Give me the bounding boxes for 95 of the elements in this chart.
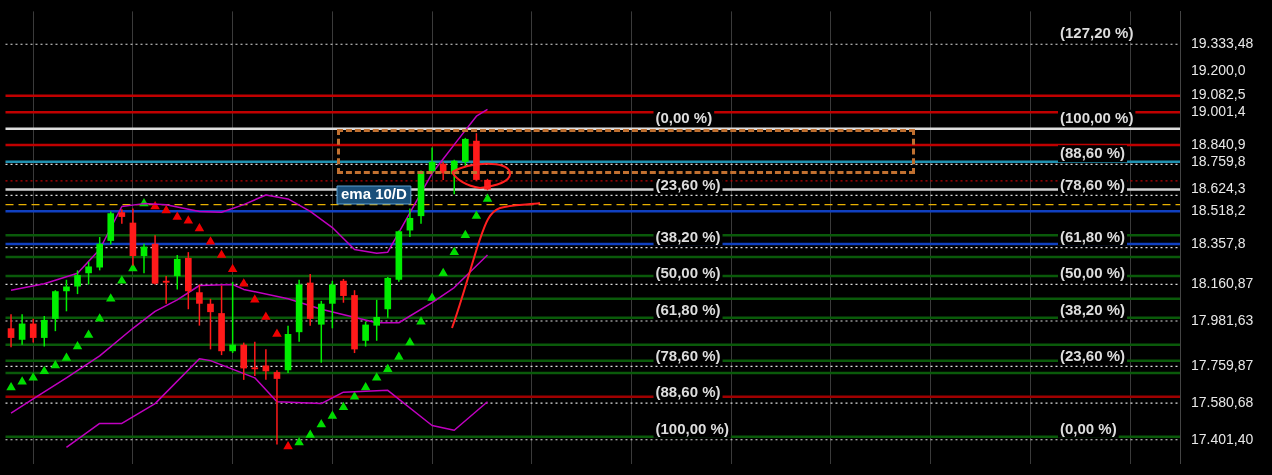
- point: [438, 268, 448, 276]
- candlestick: [362, 320, 369, 348]
- point: [361, 382, 370, 391]
- annotation: (23,60 %): [655, 175, 721, 193]
- point: [294, 437, 304, 446]
- candlestick: [273, 369, 281, 446]
- point: [206, 236, 215, 245]
- annotation: (100,00 %): [1060, 108, 1134, 126]
- annotation: (23,60 %): [1060, 346, 1126, 364]
- candlestick: [29, 318, 37, 344]
- annotation: ema 10/D: [341, 185, 408, 203]
- y-tick-label: 19.001,4: [1191, 103, 1246, 120]
- y-tick-label: 18.357,8: [1191, 234, 1246, 251]
- point: [383, 364, 392, 372]
- candlestick: [229, 281, 236, 354]
- point: [394, 352, 404, 360]
- y-tick-label: 18.840,9: [1191, 135, 1246, 152]
- annotation: (50,00 %): [655, 264, 721, 282]
- point: [40, 366, 49, 375]
- annotation: (38,20 %): [1060, 301, 1126, 319]
- point: [283, 441, 293, 450]
- annotation: (88,60 %): [655, 383, 721, 401]
- candlestick: [462, 137, 469, 168]
- candlestick: [96, 236, 104, 272]
- candlestick: [173, 254, 181, 291]
- y-tick-label: 19.082,5: [1191, 86, 1246, 103]
- y-tick-label: 18.624,3: [1191, 180, 1246, 197]
- annotation: (78,60 %): [655, 346, 721, 364]
- candlestick: [196, 283, 203, 327]
- point: [239, 278, 248, 287]
- candlestick: [7, 313, 15, 349]
- annotation: (50,00 %): [1060, 264, 1126, 282]
- point: [184, 216, 193, 224]
- y-tick-label: 18.518,2: [1191, 202, 1246, 219]
- point: [117, 276, 127, 284]
- point: [106, 294, 115, 302]
- candlestick: [329, 280, 336, 330]
- point: [173, 212, 182, 220]
- annotation: (100,00 %): [655, 419, 729, 437]
- point: [350, 392, 359, 400]
- point: [217, 250, 226, 258]
- candlestick: [251, 341, 259, 377]
- candlestick: [74, 269, 81, 295]
- annotation: (0,00 %): [1060, 419, 1117, 437]
- candlestick: [340, 278, 347, 304]
- candlestick: [162, 275, 170, 305]
- point: [84, 330, 93, 338]
- point: [250, 295, 260, 303]
- point: [272, 329, 282, 337]
- annotation: (61,80 %): [655, 301, 721, 319]
- point: [405, 337, 415, 346]
- annotation: (38,20 %): [655, 227, 721, 245]
- y-tick-label: 17.401,40: [1191, 430, 1254, 447]
- point: [17, 376, 27, 385]
- point: [6, 382, 16, 391]
- point: [416, 316, 426, 325]
- y-tick-label: 17.580,68: [1191, 393, 1254, 410]
- point: [261, 312, 271, 320]
- point: [195, 223, 204, 232]
- candlestick: [63, 279, 70, 313]
- y-tick-label: 19.333,48: [1191, 35, 1254, 52]
- annotation: (127,20 %): [1060, 24, 1134, 42]
- candlestick: [118, 208, 126, 225]
- point: [483, 194, 492, 202]
- candlestick: [40, 315, 48, 348]
- point: [51, 360, 60, 369]
- y-tick-label: 17.759,87: [1191, 357, 1254, 374]
- candlestick: [317, 300, 325, 364]
- point: [305, 430, 315, 438]
- annotation: (61,80 %): [1060, 227, 1126, 245]
- point: [328, 411, 337, 419]
- annotation: (88,60 %): [1060, 144, 1126, 162]
- point: [161, 205, 171, 214]
- point: [62, 353, 71, 361]
- point: [95, 314, 104, 322]
- candlestick: [373, 299, 381, 342]
- candlestick: [85, 261, 92, 286]
- point: [339, 402, 348, 411]
- point: [317, 419, 326, 428]
- point: [28, 373, 38, 381]
- candlestick: [207, 298, 214, 351]
- annotation: (0,00 %): [655, 108, 713, 126]
- point: [472, 211, 481, 219]
- point: [73, 341, 82, 350]
- y-tick-label: 19.200,0: [1191, 62, 1246, 79]
- point: [427, 293, 437, 301]
- point: [450, 247, 459, 255]
- point: [372, 373, 381, 381]
- point: [461, 230, 470, 238]
- y-tick-label: 17.981,63: [1191, 311, 1254, 328]
- y-tick-label: 18.160,87: [1191, 275, 1254, 292]
- y-tick-label: 18.759,8: [1191, 152, 1246, 169]
- point: [228, 264, 237, 273]
- candlestick: [240, 341, 248, 381]
- annotation: (78,60 %): [1060, 175, 1126, 193]
